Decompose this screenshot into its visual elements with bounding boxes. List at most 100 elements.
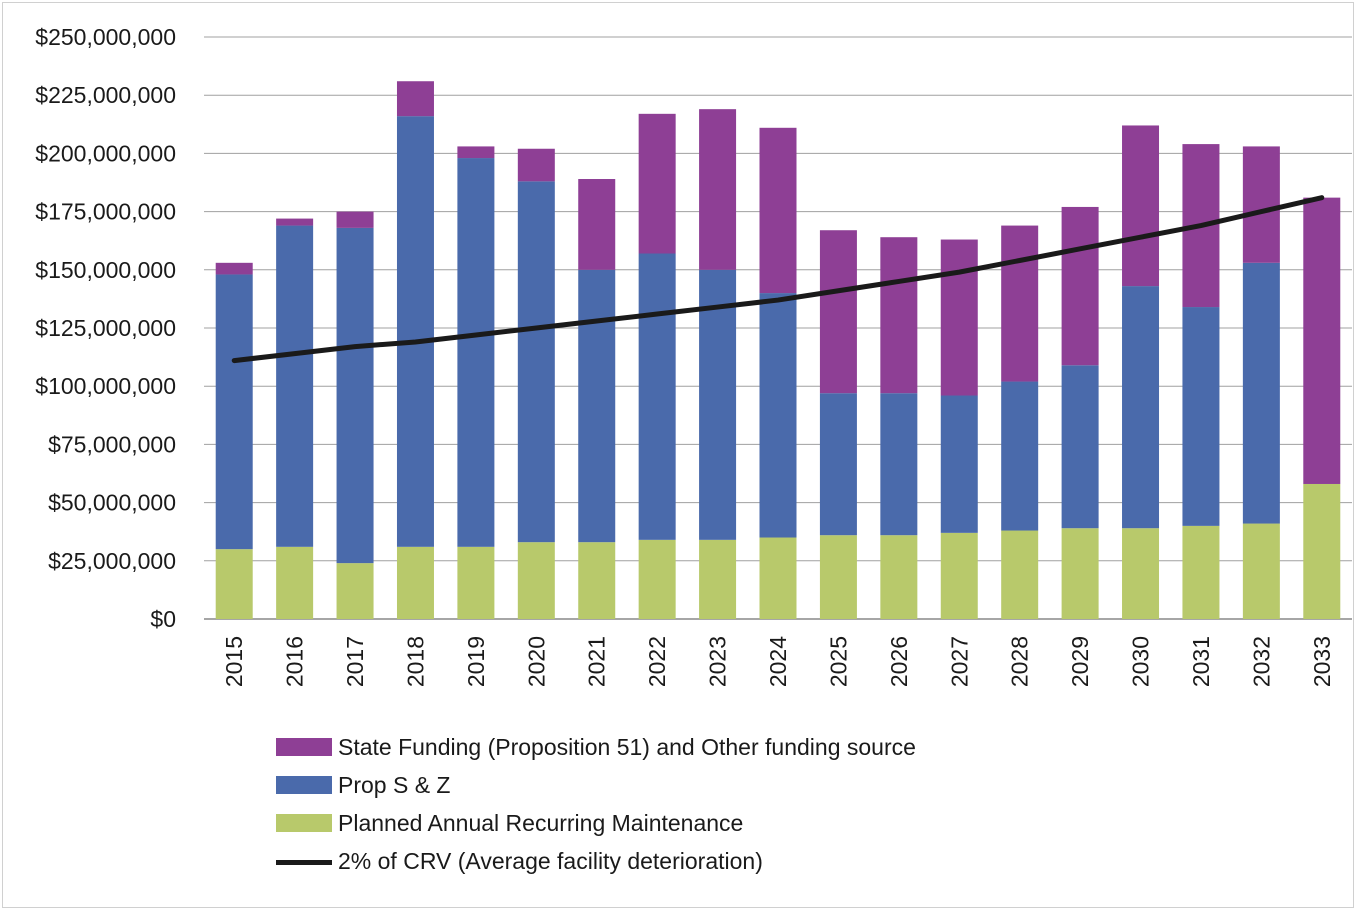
y-tick-label: $250,000,000 — [35, 24, 176, 50]
legend: State Funding (Proposition 51) and Other… — [276, 728, 916, 880]
bar-segment — [699, 539, 737, 619]
bar-segment — [819, 535, 857, 619]
x-tick-label: 2015 — [221, 636, 247, 687]
legend-swatch-prop-s-z — [276, 776, 332, 794]
bar-segment — [517, 542, 555, 619]
bar-segment — [336, 211, 374, 228]
bar-segment — [940, 532, 978, 619]
bar-segment — [1303, 197, 1341, 484]
legend-item-crv-line: 2% of CRV (Average facility deterioratio… — [276, 842, 916, 880]
legend-label-prop-s-z: Prop S & Z — [338, 771, 451, 798]
bar-segment — [819, 393, 857, 536]
x-tick-label: 2028 — [1007, 636, 1033, 687]
bar-segment — [396, 81, 434, 117]
bar-segment — [699, 109, 737, 270]
x-tick-label: 2021 — [584, 636, 610, 687]
bar-segment — [396, 546, 434, 619]
x-tick-label: 2032 — [1248, 636, 1274, 687]
legend-label-maintenance: Planned Annual Recurring Maintenance — [338, 809, 744, 836]
bar-segment — [638, 113, 676, 254]
bar-segment — [1242, 262, 1280, 524]
bar-segment — [1182, 525, 1220, 619]
bar-segment — [517, 148, 555, 182]
y-tick-label: $75,000,000 — [48, 431, 176, 457]
bar-segment — [215, 262, 253, 275]
bar-segment — [1001, 381, 1039, 531]
y-tick-label: $175,000,000 — [35, 199, 176, 225]
bar-segment — [1122, 528, 1160, 619]
bar-segment — [457, 146, 495, 159]
legend-swatch-maintenance — [276, 814, 332, 832]
y-tick-label: $25,000,000 — [48, 548, 176, 574]
series-line-crv — [231, 195, 1325, 364]
x-tick-label: 2019 — [463, 636, 489, 687]
x-tick-label: 2016 — [282, 636, 308, 687]
x-tick-label: 2017 — [342, 636, 368, 687]
bar-segment — [940, 395, 978, 533]
y-tick-label: $150,000,000 — [35, 257, 176, 283]
bar-segment — [940, 239, 978, 396]
y-tick-label: $125,000,000 — [35, 315, 176, 341]
bar-segment — [880, 237, 918, 394]
bar-segment — [638, 539, 676, 619]
bar-segment — [880, 393, 918, 536]
x-tick-label: 2024 — [765, 636, 791, 687]
legend-item-maintenance: Planned Annual Recurring Maintenance — [276, 804, 916, 842]
bar-segment — [457, 158, 495, 547]
bar-segment — [1242, 523, 1280, 619]
bar-segment — [336, 563, 374, 619]
legend-swatch-state-funding — [276, 738, 332, 756]
bar-segment — [276, 546, 314, 619]
bar-segment — [578, 179, 616, 270]
legend-label-state-funding: State Funding (Proposition 51) and Other… — [338, 733, 916, 760]
x-tick-label: 2020 — [523, 636, 549, 687]
bar-segment — [578, 542, 616, 619]
bar-segment — [638, 253, 676, 540]
legend-label-crv-line: 2% of CRV (Average facility deterioratio… — [338, 847, 763, 874]
bar-segment — [699, 269, 737, 540]
x-tick-label: 2018 — [402, 636, 428, 687]
bar-segment — [578, 269, 616, 543]
bar-segment — [880, 535, 918, 619]
bar-segment — [759, 293, 797, 538]
bar-segment — [1061, 206, 1099, 366]
y-tick-label: $100,000,000 — [35, 373, 176, 399]
bar-segment — [759, 127, 797, 294]
bar-segment — [1001, 225, 1039, 382]
bar-segment — [1242, 146, 1280, 263]
bar-segment — [1182, 307, 1220, 526]
x-tick-label: 2025 — [825, 636, 851, 687]
legend-swatch-crv-line — [276, 859, 332, 865]
bar-segment — [215, 274, 253, 550]
bar-segment — [1001, 530, 1039, 619]
bar-segment — [1122, 125, 1160, 287]
bar-segment — [215, 549, 253, 619]
bar-segment — [336, 227, 374, 564]
x-tick-label: 2026 — [886, 636, 912, 687]
x-tick-label: 2033 — [1309, 636, 1335, 687]
x-tick-label: 2022 — [644, 636, 670, 687]
bar-segment — [1303, 483, 1341, 619]
bar-segment — [276, 218, 314, 226]
y-tick-label: $0 — [150, 606, 176, 632]
x-tick-label: 2023 — [705, 636, 731, 687]
bar-segment — [276, 225, 314, 547]
y-tick-label: $50,000,000 — [48, 490, 176, 516]
x-tick-label: 2029 — [1067, 636, 1093, 687]
bar-segment — [819, 230, 857, 394]
bar-segment — [1061, 528, 1099, 619]
x-tick-label: 2027 — [946, 636, 972, 687]
legend-item-state-funding: State Funding (Proposition 51) and Other… — [276, 728, 916, 766]
y-tick-label: $225,000,000 — [35, 82, 176, 108]
x-tick-label: 2030 — [1128, 636, 1154, 687]
bar-segment — [517, 181, 555, 543]
x-tick-label: 2031 — [1188, 636, 1214, 687]
legend-item-prop-s-z: Prop S & Z — [276, 766, 916, 804]
y-tick-label: $200,000,000 — [35, 140, 176, 166]
bar-segment — [1061, 365, 1099, 529]
bar-segment — [457, 546, 495, 619]
bar-segment — [1122, 286, 1160, 529]
bar-segment — [396, 116, 434, 547]
bar-segment — [759, 537, 797, 619]
